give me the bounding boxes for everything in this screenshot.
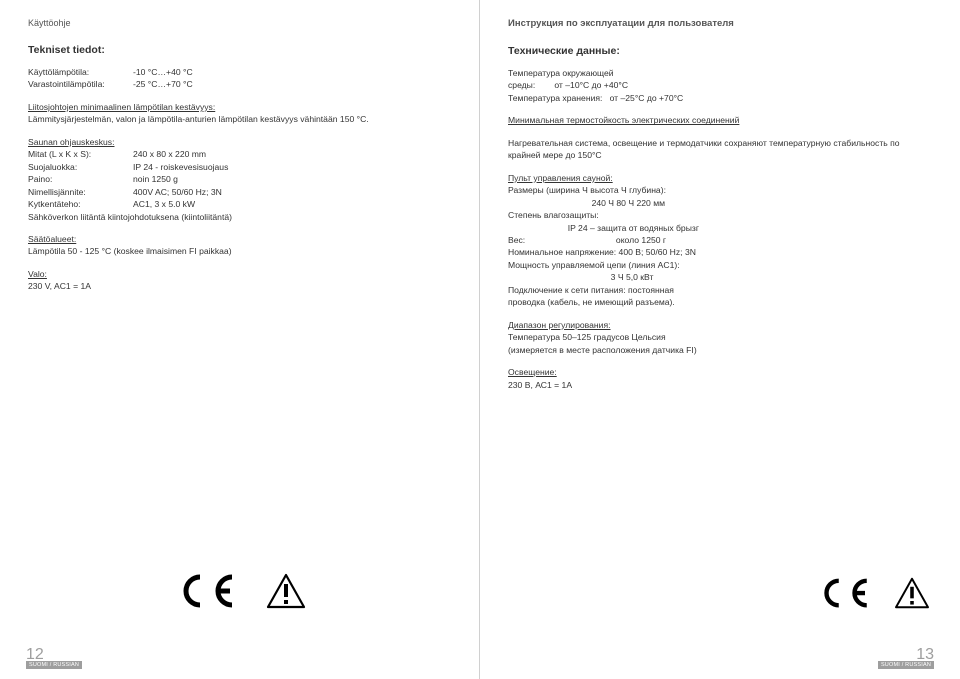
mains-l1-ru: Подключение к сети питания: постоянная (508, 284, 932, 296)
pagenum-value: 12 (26, 646, 44, 663)
prot-label: Suojaluokka: (28, 161, 133, 173)
conn-text-ru: Нагревательная система, освещение и терм… (508, 137, 932, 162)
ce-mark-icon (816, 577, 872, 609)
pagenum-tag: SUOMI / RUSSIAN (26, 661, 82, 669)
ctrl-heading: Saunan ohjauskeskus: (28, 137, 114, 147)
conn-text-block-ru: Нагревательная система, освещение и терм… (508, 137, 932, 162)
range-l2-ru: (измеряется в месте расположения датчика… (508, 344, 932, 356)
range-heading-ru: Диапазон регулирования: (508, 320, 611, 330)
range-heading: Säätöalueet: (28, 234, 76, 244)
range-l1-ru: Температура 50–125 градусов Цельсия (508, 331, 932, 343)
dim-value: 240 x 80 x 220 mm (133, 148, 451, 160)
ctrl-block-ru: Пульт управления сауной: Размеры (ширина… (508, 172, 932, 309)
power-l2-ru: 3 Ч 5,0 кВт (508, 271, 932, 283)
dim-l2-ru: 240 Ч 80 Ч 220 мм (508, 197, 932, 209)
section-title-right: Технические данные: (508, 45, 932, 57)
range-block-ru: Диапазон регулирования: Температура 50–1… (508, 319, 932, 356)
ctrl-block: Saunan ohjauskeskus: Mitat (L x K x S):2… (28, 136, 451, 223)
content-left: Käyttölämpötila: -10 °C…+40 °C Varastoin… (28, 66, 451, 303)
weight-value: noin 1250 g (133, 173, 451, 185)
range-block: Säätöalueet: Lämpötila 50 - 125 °C (kosk… (28, 233, 451, 258)
section-title-left: Tekniset tiedot: (28, 44, 451, 56)
light-block: Valo: 230 V, AC1 = 1A (28, 268, 451, 293)
storage-ru: Температура хранения: от –25°С до +70°С (508, 92, 932, 104)
mains-l2-ru: проводка (кабель, не имеющий разъема). (508, 296, 932, 308)
light-heading-ru: Освещение: (508, 367, 557, 377)
light-heading: Valo: (28, 269, 47, 279)
left-page: Käyttöohje Tekniset tiedot: Käyttölämpöt… (0, 0, 480, 679)
prot-l1-ru: Степень влагозащиты: (508, 209, 932, 221)
voltage-label: Nimellisjännite: (28, 186, 133, 198)
voltage-ru: Номинальное напряжение: 400 В; 50/60 Hz;… (508, 246, 932, 258)
storage-temp-label: Varastointilämpötila: (28, 78, 133, 90)
light-block-ru: Освещение: 230 В, АС1 = 1A (508, 366, 932, 391)
icons-row-left (0, 573, 479, 609)
power-l1-ru: Мощность управляемой цепи (линия AC1): (508, 259, 932, 271)
warning-triangle-icon (894, 577, 930, 609)
ce-mark-icon (174, 573, 238, 609)
mains-text: Sähköverkon liitäntä kiintojohdotuksena … (28, 211, 451, 223)
voltage-value: 400V AC; 50/60 Hz; 3N (133, 186, 451, 198)
conn-heading: Liitosjohtojen minimaalinen lämpötilan k… (28, 102, 215, 112)
dim-label: Mitat (L x K x S): (28, 148, 133, 160)
right-page: Инструкция по эксплуатации для пользоват… (480, 0, 960, 679)
page-number-right: 13 SUOMI / RUSSIAN (878, 646, 934, 669)
prot-value: IP 24 - roiskevesisuojaus (133, 161, 451, 173)
conn-block: Liitosjohtojen minimaalinen lämpötilan k… (28, 101, 451, 126)
ambient-l1: Температура окружающей (508, 67, 932, 79)
page-number-left: 12 SUOMI / RUSSIAN (26, 646, 82, 669)
ctrl-heading-ru: Пульт управления сауной: (508, 173, 613, 183)
op-temp-label: Käyttölämpötila: (28, 66, 133, 78)
light-text-ru: 230 В, АС1 = 1A (508, 379, 932, 391)
pagenum-tag: SUOMI / RUSSIAN (878, 661, 934, 669)
temp-block: Käyttölämpötila: -10 °C…+40 °C Varastoin… (28, 66, 451, 91)
header-right: Инструкция по эксплуатации для пользоват… (508, 18, 932, 29)
range-text: Lämpötila 50 - 125 °C (koskee ilmaisimen… (28, 245, 451, 257)
warning-triangle-icon (266, 573, 306, 609)
dim-l1-ru: Размеры (ширина Ч высота Ч глубина): (508, 184, 932, 196)
power-value: AC1, 3 x 5.0 kW (133, 198, 451, 210)
light-text: 230 V, AC1 = 1A (28, 280, 451, 292)
content-right: Температура окружающей среды: от –10°С д… (508, 67, 932, 401)
weight-ru: Вес: около 1250 г (508, 234, 932, 246)
ambient-l2: среды: от –10°С до +40°С (508, 79, 932, 91)
conn-block-ru: Минимальная термостойкость электрических… (508, 114, 932, 126)
pagenum-value: 13 (916, 646, 934, 663)
icons-row-right (480, 577, 930, 609)
op-temp-value: -10 °C…+40 °C (133, 66, 451, 78)
conn-heading-ru: Минимальная термостойкость электрических… (508, 115, 739, 125)
prot-l2-ru: IP 24 – защита от водяных брызг (508, 222, 932, 234)
temp-block-ru: Температура окружающей среды: от –10°С д… (508, 67, 932, 104)
power-label: Kytkentäteho: (28, 198, 133, 210)
header-left: Käyttöohje (28, 18, 451, 28)
weight-label: Paino: (28, 173, 133, 185)
storage-temp-value: -25 °C…+70 °C (133, 78, 451, 90)
conn-text: Lämmitysjärjestelmän, valon ja lämpötila… (28, 113, 451, 125)
